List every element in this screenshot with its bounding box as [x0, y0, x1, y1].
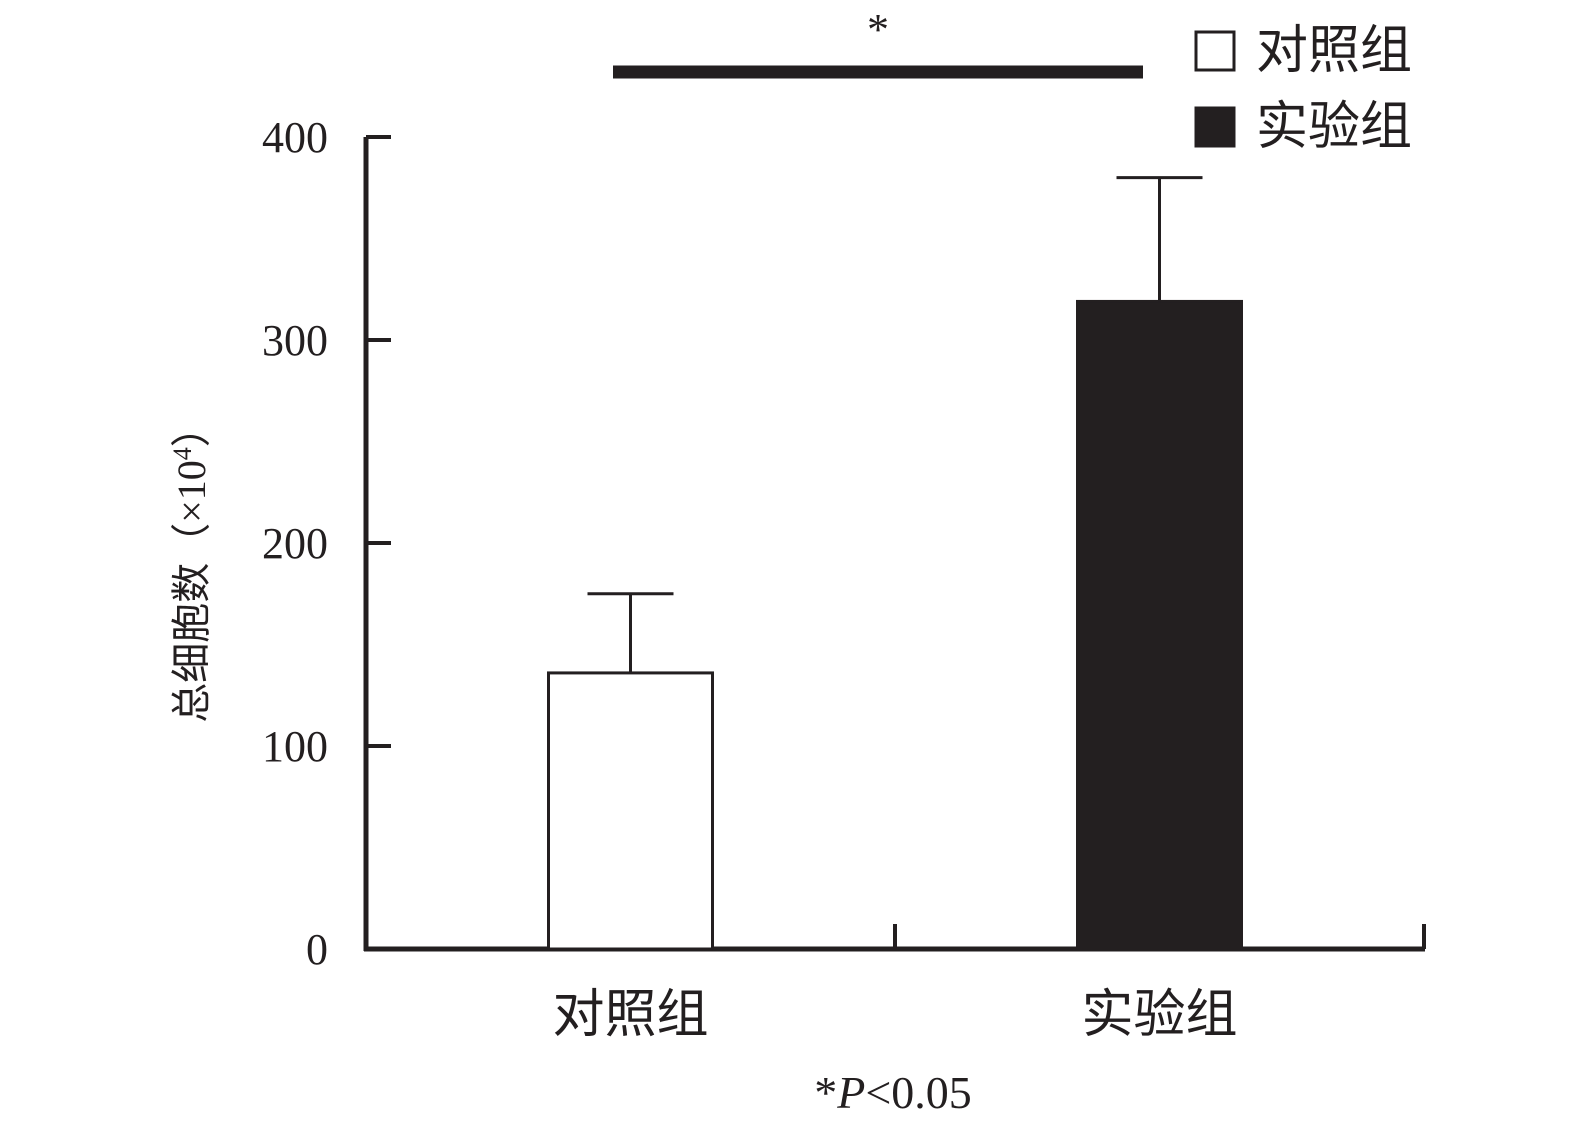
y-axis-label: 总细胞数（×104） — [168, 407, 214, 723]
y-tick-label: 100 — [262, 722, 328, 771]
legend-label-1: 对照组 — [1256, 23, 1412, 80]
x-category-label: 对照组 — [552, 987, 708, 1044]
footnote-star: * — [814, 1067, 837, 1118]
significance-annotation: * — [613, 5, 1143, 79]
y-tick-label: 200 — [262, 519, 328, 568]
y-tick-label: 300 — [262, 316, 328, 365]
footnote: *P<0.05 — [814, 1067, 972, 1118]
significance-star: * — [867, 5, 889, 54]
error-bars — [587, 176, 1203, 673]
footnote-p: P — [836, 1067, 865, 1118]
legend-label-2: 实验组 — [1256, 99, 1412, 156]
y-tick-label: 0 — [306, 925, 328, 974]
bar-2 — [1076, 299, 1243, 951]
bar-1 — [547, 671, 714, 951]
footnote-threshold: <0.05 — [865, 1067, 971, 1118]
legend-swatch-1 — [1194, 30, 1236, 72]
y-tick-label: 400 — [262, 113, 328, 162]
bars — [547, 299, 1243, 951]
legend-swatch-2 — [1194, 106, 1236, 148]
x-category-label: 实验组 — [1081, 987, 1237, 1044]
axes: 0 100 200 300 400 对照组 实验组 — [262, 113, 1426, 1044]
